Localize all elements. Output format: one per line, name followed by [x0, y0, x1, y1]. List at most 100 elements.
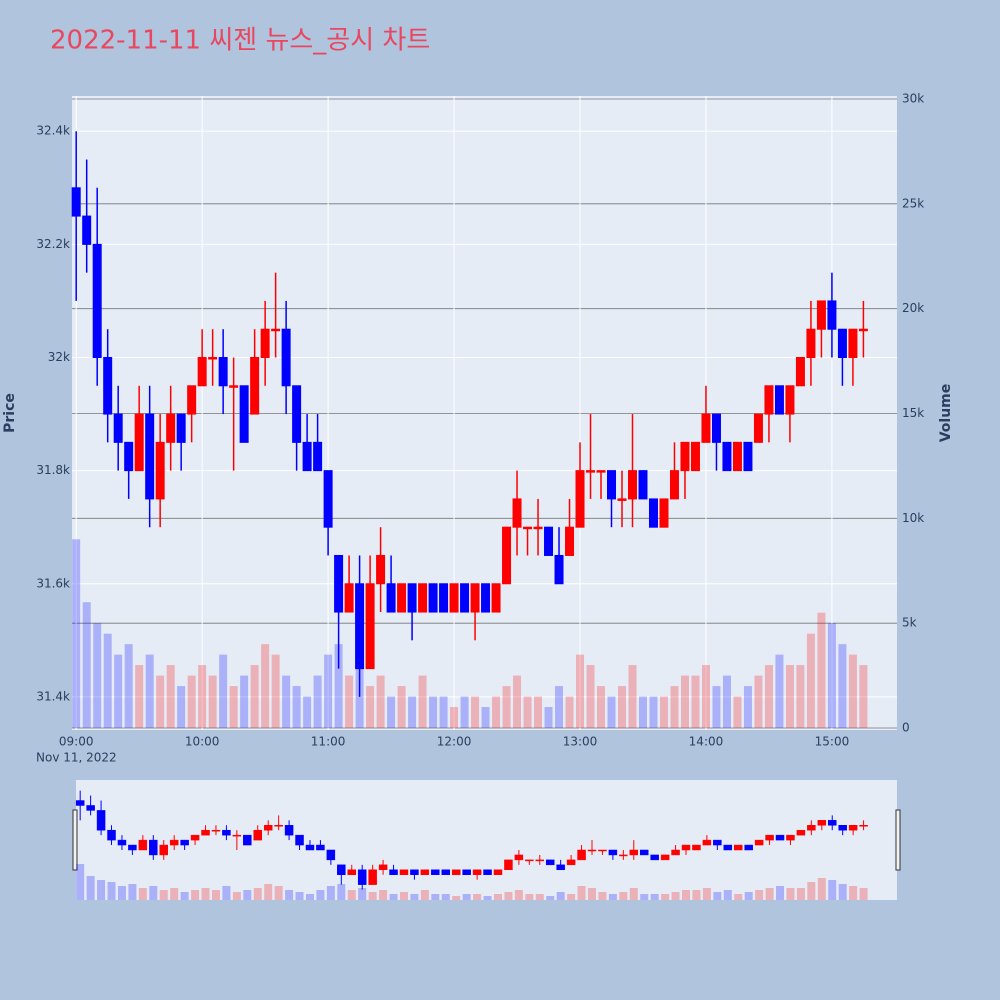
- mini-volume-bar: [483, 896, 492, 900]
- mini-volume-bar: [358, 888, 367, 900]
- volume-bar: [785, 665, 794, 728]
- mini-candle-body: [149, 839, 158, 856]
- mini-volume-bar: [493, 894, 502, 900]
- x-tick-label: 10:00: [185, 735, 220, 749]
- volume-bar: [387, 696, 396, 728]
- mini-volume-bar: [180, 892, 189, 900]
- mini-volume-bar: [159, 890, 168, 900]
- mini-volume-bar: [295, 892, 304, 900]
- chart-title: 2022-11-11 씨젠 뉴스_공시 차트: [50, 26, 430, 56]
- volume-bar: [628, 665, 637, 728]
- mini-candle-body: [243, 834, 252, 846]
- candle-body: [565, 526, 575, 556]
- candle-body: [659, 498, 669, 528]
- candle-body: [491, 583, 501, 613]
- candle-body: [376, 554, 386, 585]
- mini-candle-body: [566, 859, 576, 866]
- candle-body: [428, 583, 438, 613]
- y2-tick-label: 5k: [902, 616, 917, 630]
- x-tick-label: 09:00: [59, 735, 94, 749]
- mini-candle-body: [263, 825, 273, 831]
- y-tick-label: 31.8k: [36, 463, 70, 477]
- mini-candle-body: [483, 869, 492, 875]
- mini-candle-body: [650, 854, 659, 861]
- candle-body: [701, 413, 711, 443]
- mini-candle-body: [284, 825, 294, 836]
- slider-handle-right[interactable]: [895, 809, 901, 871]
- mini-candle-body: [775, 834, 785, 841]
- mini-volume-bar: [567, 894, 576, 900]
- volume-bar: [145, 654, 154, 728]
- volume-bar: [366, 686, 375, 728]
- mini-candle-body: [410, 869, 419, 875]
- mini-candle-body: [201, 829, 210, 836]
- mini-volume-bar: [702, 888, 711, 900]
- volume-bar: [198, 665, 207, 728]
- mini-volume-bar: [97, 880, 106, 900]
- x-tick-label: 11:00: [311, 735, 346, 749]
- volume-bar: [680, 675, 689, 728]
- volume-bar: [177, 686, 186, 728]
- mini-candle-body: [316, 844, 325, 851]
- candle-body: [407, 583, 417, 613]
- candle-body: [187, 385, 197, 415]
- mini-volume-bar: [514, 890, 523, 900]
- candle-body: [523, 526, 533, 530]
- candle-body: [386, 583, 396, 613]
- volume-bar: [764, 665, 773, 728]
- volume-bar: [429, 696, 438, 728]
- volume-bar: [124, 644, 133, 728]
- volume-bar: [282, 675, 291, 728]
- candle-body: [690, 441, 700, 472]
- volume-bar: [324, 654, 333, 728]
- mini-volume-bar: [201, 888, 210, 900]
- volume-bar: [848, 654, 857, 728]
- mini-candle-body: [138, 839, 148, 851]
- mini-volume-bar: [305, 894, 314, 900]
- mini-volume-bar: [222, 886, 231, 900]
- candle-body: [124, 441, 134, 472]
- volume-bar: [659, 696, 668, 728]
- volume-bar: [754, 675, 763, 728]
- volume-bar: [618, 686, 626, 728]
- candle-body: [134, 413, 144, 472]
- mini-volume-bar: [661, 894, 670, 900]
- volume-bar: [208, 675, 217, 728]
- mini-volume-bar: [504, 892, 513, 900]
- candle-body: [858, 328, 868, 332]
- x-tick-label: 14:00: [689, 735, 724, 749]
- mini-candle-body: [629, 849, 639, 856]
- candle-body: [680, 441, 690, 472]
- y-axis-title: Price: [2, 393, 18, 433]
- volume-bar: [638, 696, 647, 728]
- mini-candle-body: [848, 825, 858, 831]
- mini-candle-body: [493, 869, 503, 875]
- mini-candle-body: [389, 869, 398, 875]
- y2-tick-label: 0: [902, 721, 910, 735]
- mini-volume-bar: [316, 890, 325, 900]
- mini-candle-body: [598, 849, 607, 852]
- plot-area: [72, 96, 897, 730]
- mini-volume-bar: [399, 892, 408, 900]
- mini-candle-body: [639, 849, 649, 856]
- mini-volume-bar: [619, 892, 628, 900]
- volume-bar: [722, 675, 731, 728]
- mini-candle-body: [462, 869, 471, 875]
- mini-volume-bar: [149, 886, 158, 900]
- volume-bar: [513, 675, 522, 728]
- volume-bar: [156, 675, 165, 728]
- x-date-label: Nov 11, 2022: [36, 751, 117, 765]
- volume-bar: [408, 696, 417, 728]
- mini-candle-body: [556, 864, 565, 871]
- candle-body: [481, 583, 491, 613]
- mini-candle-body: [525, 859, 534, 862]
- slider-handle-left[interactable]: [72, 809, 78, 871]
- mini-candle-body: [817, 820, 827, 826]
- mini-candle-body: [96, 810, 106, 831]
- mini-candle-body: [399, 869, 409, 875]
- y-tick-label: 32.4k: [36, 124, 70, 138]
- candle-body: [753, 413, 763, 443]
- candle-body: [292, 385, 302, 443]
- mini-volume-bar: [849, 886, 858, 900]
- volume-bar: [796, 665, 805, 728]
